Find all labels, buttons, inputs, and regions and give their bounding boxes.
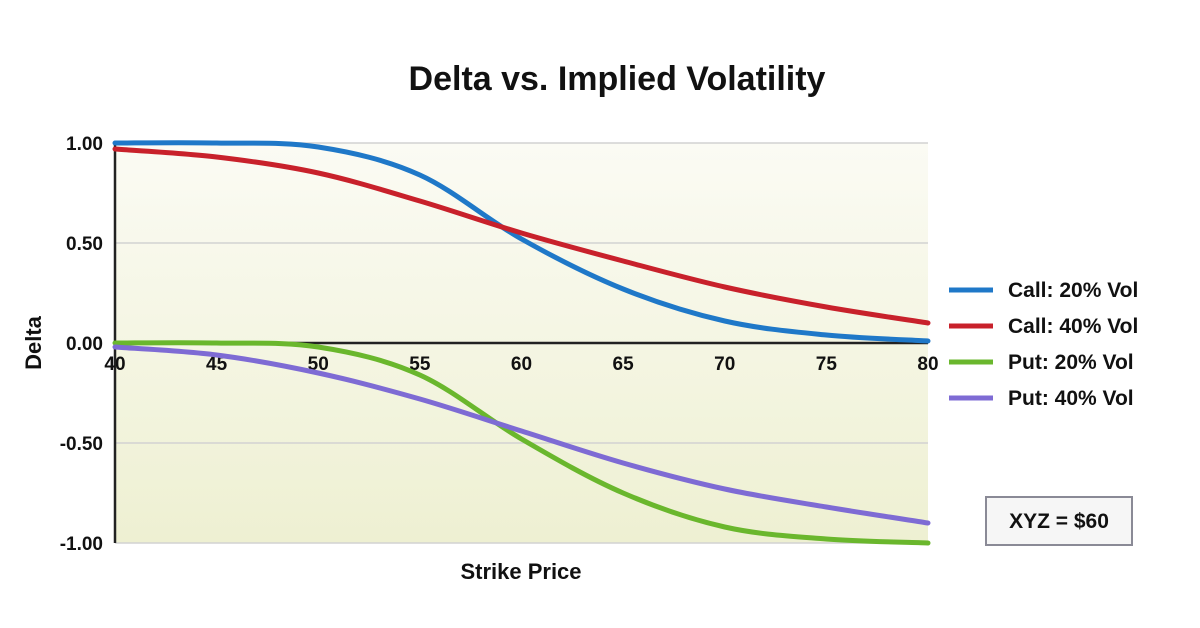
x-tick-label: 65 bbox=[613, 354, 635, 375]
legend-label: Call: 20% Vol bbox=[1008, 279, 1138, 302]
series-line-3 bbox=[112, 340, 931, 546]
x-tick-label: 80 bbox=[917, 354, 938, 375]
x-tick-label: 60 bbox=[511, 354, 532, 375]
y-tick-label: 0.50 bbox=[66, 234, 103, 255]
series-lines bbox=[112, 140, 931, 546]
x-tick-label: 40 bbox=[104, 354, 125, 375]
x-tick-label: 55 bbox=[409, 354, 431, 375]
price-note: XYZ = $60 bbox=[985, 496, 1133, 546]
y-tick-label: 0.00 bbox=[66, 334, 103, 355]
y-tick-label: -1.00 bbox=[60, 534, 103, 555]
price-note-box bbox=[985, 496, 1133, 546]
series-line-1 bbox=[112, 140, 931, 344]
y-axis-label: Delta bbox=[21, 315, 46, 370]
chart-title: Delta vs. Implied Volatility bbox=[409, 60, 826, 98]
x-tick-label: 70 bbox=[714, 354, 735, 375]
series-line-4 bbox=[112, 344, 931, 526]
y-tick-label: 1.00 bbox=[66, 134, 103, 155]
legend-label: Put: 20% Vol bbox=[1008, 351, 1134, 374]
price-note-text: XYZ = $60 bbox=[1009, 510, 1109, 533]
x-tick-label: 75 bbox=[816, 354, 838, 375]
x-tick-label: 45 bbox=[206, 354, 228, 375]
legend-label: Call: 40% Vol bbox=[1008, 315, 1138, 338]
y-tick-labels: 1.00 0.50 0.00 -0.50 -1.00 bbox=[60, 134, 103, 555]
series-line-2 bbox=[112, 146, 931, 326]
legend: Call: 20% Vol Call: 40% Vol Put: 20% Vol Pu… bbox=[949, 279, 1138, 410]
x-axis-label: Strike Price bbox=[460, 559, 581, 584]
legend-label: Put: 40% Vol bbox=[1008, 387, 1134, 410]
y-tick-label: -0.50 bbox=[60, 434, 103, 455]
